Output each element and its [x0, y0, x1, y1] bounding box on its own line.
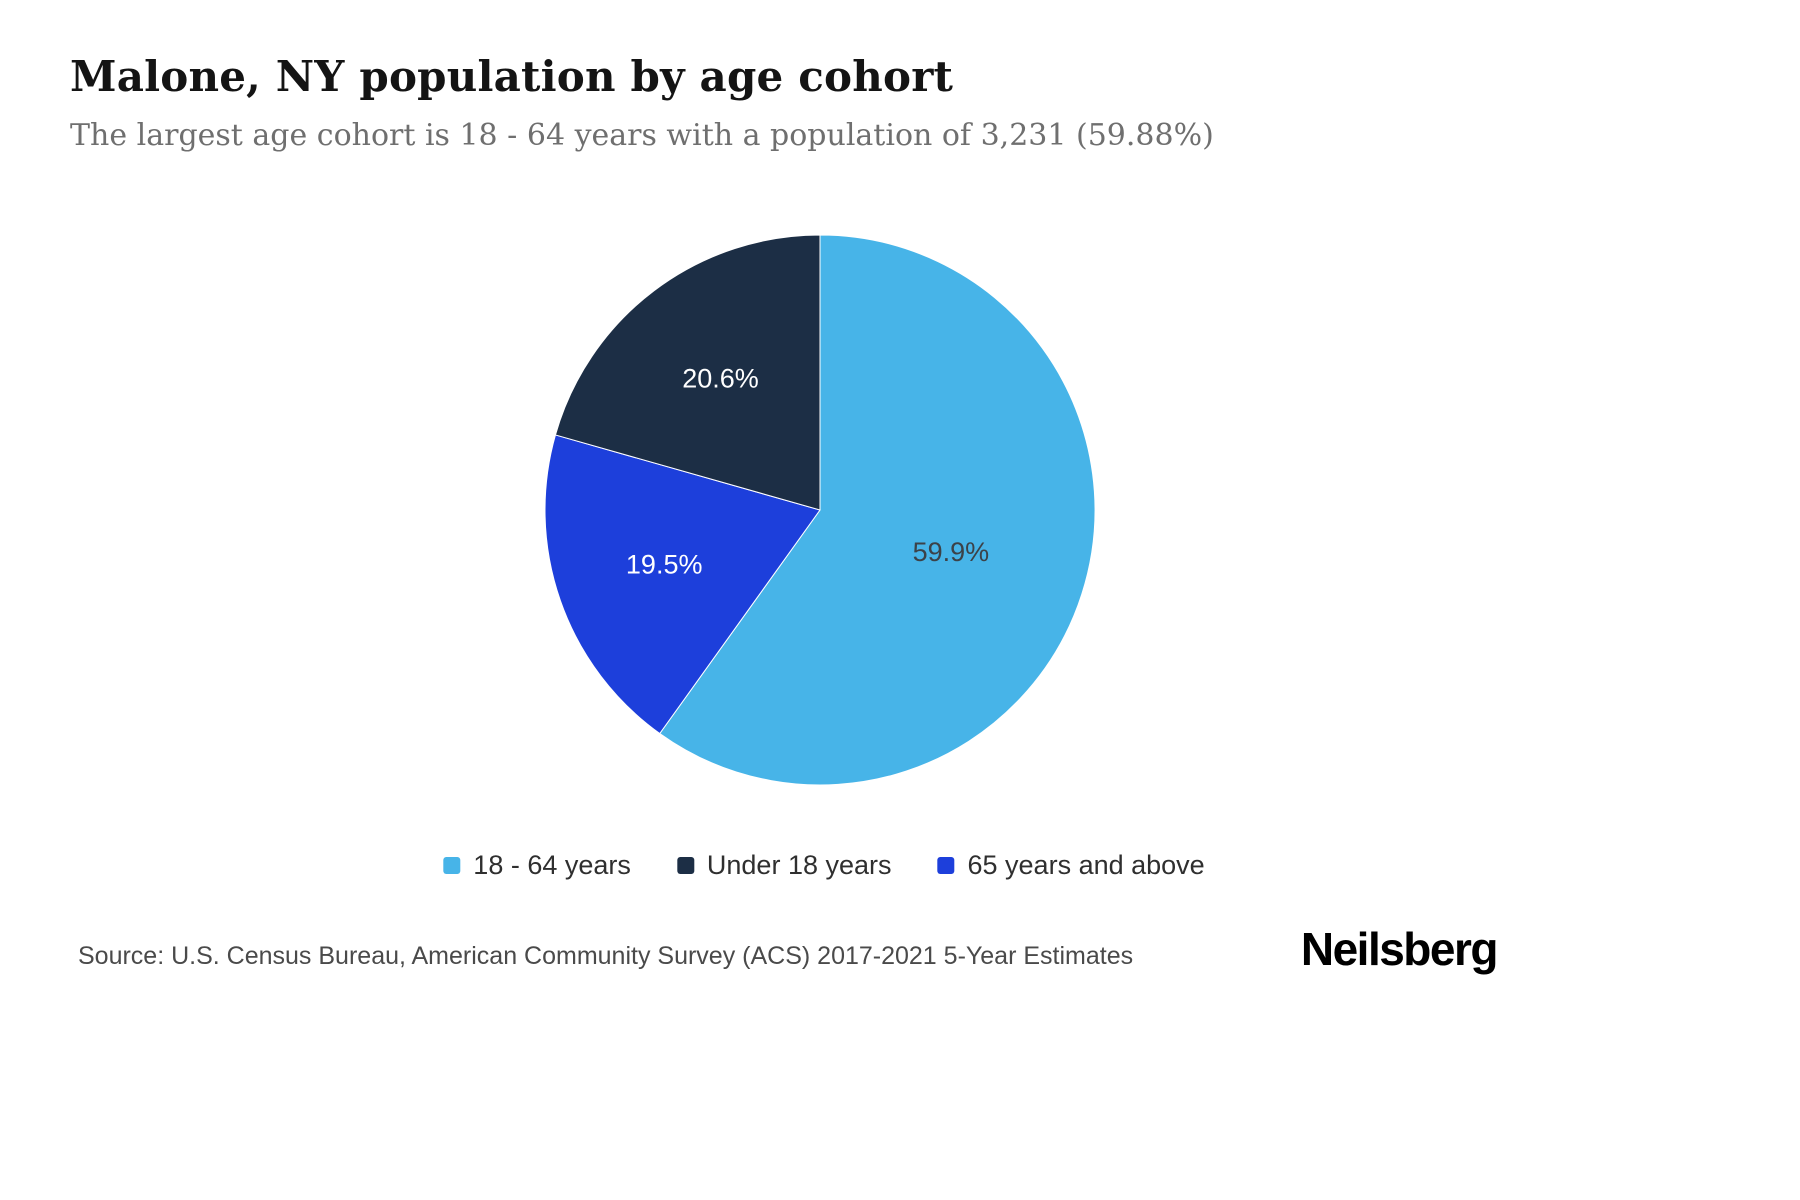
legend-label: 65 years and above — [967, 850, 1205, 880]
brand-logo: Neilsberg — [1300, 923, 1499, 975]
legend-swatch-icon — [676, 857, 694, 874]
legend-label: 18 - 64 years — [473, 850, 631, 880]
source-note: Source: U.S. Census Bureau, American Com… — [78, 942, 1134, 970]
pie-slice-1[interactable] — [544, 434, 821, 735]
legend-label: Under 18 years — [706, 850, 892, 880]
legend-item-0[interactable]: 18 - 64 years — [443, 850, 631, 881]
legend-item-1[interactable]: Under 18 years — [676, 850, 892, 881]
pie-slice-0[interactable] — [659, 234, 1096, 786]
pie-chart: 59.9% 19.5% 20.6% — [544, 234, 1096, 786]
chart-title: Malone, NY population by age cohort — [70, 52, 954, 101]
pie-slice-2[interactable] — [554, 234, 821, 511]
chart-legend: 18 - 64 years Under 18 years 65 years and … — [443, 850, 1205, 881]
legend-item-2[interactable]: 65 years and above — [937, 850, 1205, 881]
pie-slice-label-1: 19.5% — [626, 549, 703, 579]
legend-swatch-icon — [443, 857, 461, 874]
chart-subtitle: The largest age cohort is 18 - 64 years … — [70, 118, 1214, 153]
pie-slice-label-0: 59.9% — [913, 537, 990, 567]
legend-swatch-icon — [937, 857, 955, 874]
pie-slice-label-2: 20.6% — [682, 363, 759, 393]
pie-chart-svg: 59.9% 19.5% 20.6% — [544, 234, 1096, 786]
